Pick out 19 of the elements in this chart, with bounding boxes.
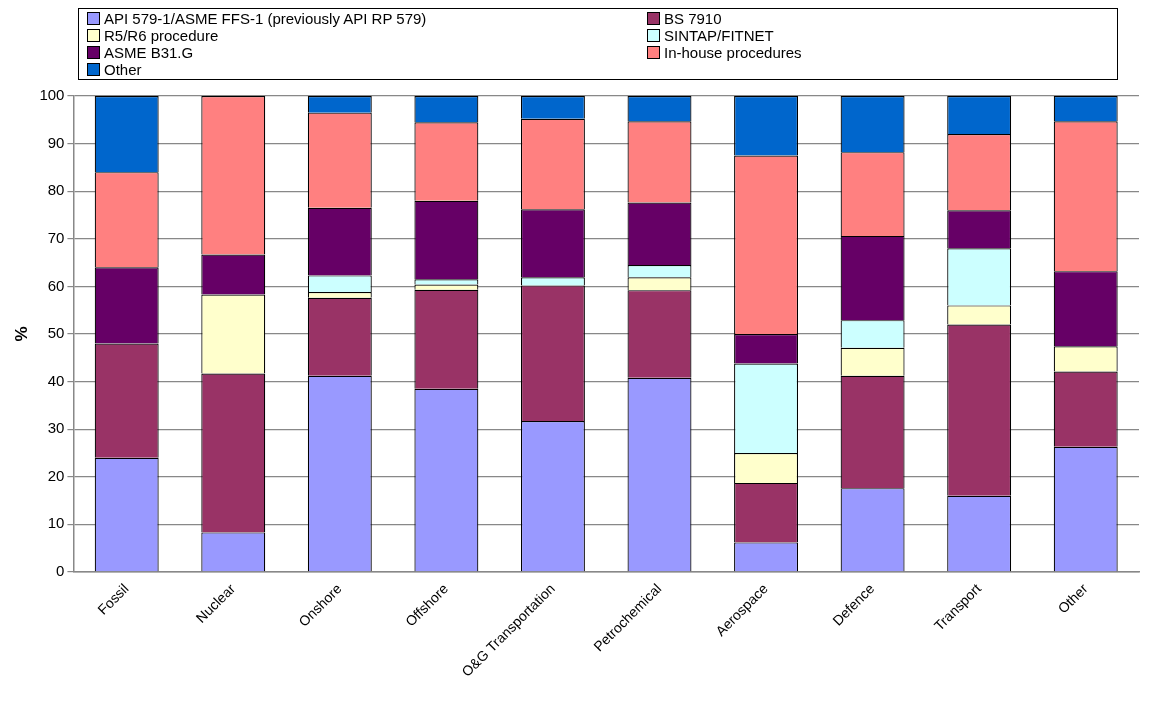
legend-label: SINTAP/FITNET [664,27,774,44]
y-tick-label: 90 [47,133,65,151]
legend-label: ASME B31.G [104,44,194,61]
legend-label: R5/R6 procedure [104,27,219,44]
y-tick-label: 30 [47,419,65,437]
y-tick-label: 80 [47,181,65,199]
legend-label: In-house procedures [664,44,802,61]
y-tick-label: 10 [47,514,65,532]
y-tick-label: 70 [47,228,65,246]
y-tick-label: 20 [47,466,65,484]
y-tick-label: 40 [47,371,65,389]
y-tick-label: 100 [39,86,65,104]
legend-label: BS 7910 [664,10,722,27]
legend-label: API 579-1/ASME FFS-1 (previously API RP 579) [104,10,427,27]
y-axis-title: % [11,326,31,342]
legend-label: Other [104,61,142,78]
y-tick-label: 60 [47,276,65,294]
y-tick-label: 0 [56,562,65,580]
y-tick-label: 50 [47,324,65,342]
